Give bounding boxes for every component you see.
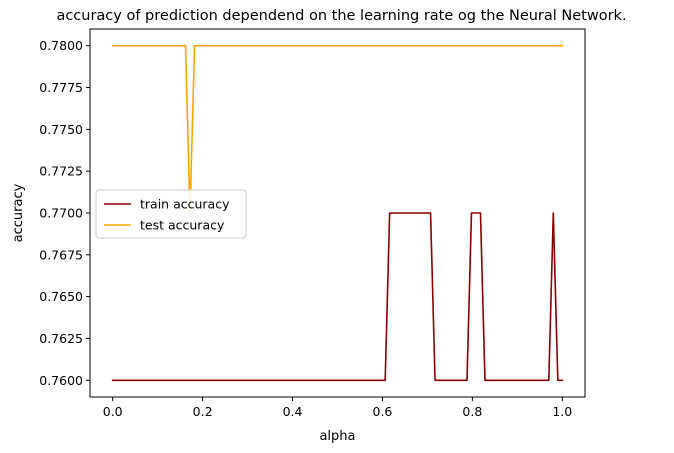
y-tick-label: 0.7775 (39, 80, 83, 95)
y-tick-label: 0.7600 (39, 373, 83, 388)
y-tick-label: 0.7800 (39, 38, 83, 53)
series-line-test-accuracy (111, 44, 564, 214)
x-tick-label: 1.0 (552, 404, 572, 419)
y-axis-label: accuracy (11, 183, 26, 242)
legend-entry-label: train accuracy (140, 197, 230, 212)
y-tick-label: 0.7750 (39, 122, 83, 137)
x-tick-label: 0.2 (193, 404, 213, 419)
y-tick-label: 0.7650 (39, 289, 83, 304)
x-tick-label: 0.8 (462, 404, 482, 419)
y-tick-label: 0.7700 (39, 206, 83, 221)
x-tick-label: 0.0 (103, 404, 123, 419)
x-axis-label: alpha (319, 429, 355, 444)
chart-title: accuracy of prediction dependend on the … (56, 8, 626, 24)
legend: train accuracy test accuracy (95, 189, 247, 239)
x-tick-label: 0.6 (373, 404, 393, 419)
y-tick-label: 0.7725 (39, 164, 83, 179)
y-tick-label: 0.7625 (39, 331, 83, 346)
y-tick-label: 0.7675 (39, 247, 83, 262)
series-line-train-accuracy (111, 212, 564, 382)
legend-entry-label: test accuracy (140, 218, 225, 233)
x-tick-label: 0.4 (283, 404, 303, 419)
axes-frame (89, 28, 586, 398)
legend-box (95, 189, 247, 239)
